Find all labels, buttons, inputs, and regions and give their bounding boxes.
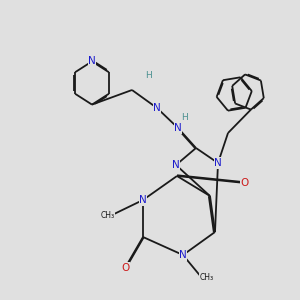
Text: CH₃: CH₃ (100, 211, 115, 220)
Text: O: O (241, 178, 249, 188)
Text: N: N (153, 103, 161, 113)
Text: N: N (214, 158, 222, 168)
Text: N: N (139, 195, 147, 205)
Text: H: H (145, 70, 152, 80)
Text: H: H (182, 113, 188, 122)
Text: CH₃: CH₃ (200, 274, 214, 283)
Text: N: N (172, 160, 180, 170)
Text: N: N (174, 123, 182, 133)
Text: N: N (179, 250, 187, 260)
Text: N: N (88, 56, 96, 66)
Text: O: O (121, 263, 129, 273)
